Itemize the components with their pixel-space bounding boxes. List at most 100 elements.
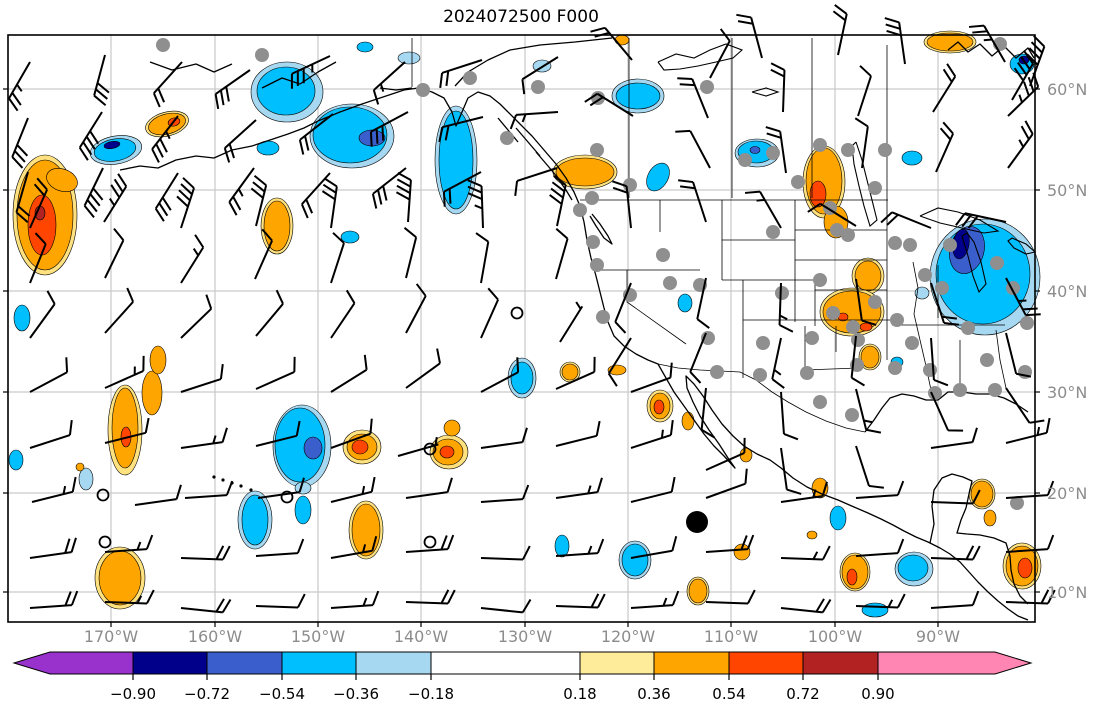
contour-fill: [351, 439, 369, 455]
wind-barb: [705, 534, 755, 553]
colorbar-segment: [132, 651, 208, 675]
colorbar-segment: [728, 651, 804, 675]
wind-barb: [780, 447, 802, 495]
coastline: [261, 61, 337, 89]
contour-fill: [829, 505, 847, 531]
station-dot: [663, 276, 677, 290]
wind-barb: [103, 173, 128, 223]
contour-fill: [312, 106, 388, 164]
contour-fill: [294, 495, 312, 525]
contour-fill: [340, 230, 360, 244]
wind-barb: [932, 63, 957, 113]
station-dot: [841, 143, 855, 157]
wind-barb: [11, 117, 29, 169]
wind-barb: [855, 593, 906, 609]
wind-barb: [480, 545, 531, 561]
coastline: [589, 213, 613, 245]
wind-barb: [439, 59, 483, 88]
colorbar-tick-label: −0.18: [408, 685, 454, 703]
wind-barb: [180, 427, 228, 449]
wind-barb: [405, 589, 456, 605]
colorbar-tick-label: 0.90: [861, 685, 894, 703]
contour-fill: [241, 494, 269, 546]
wind-barb: [509, 111, 559, 130]
wind-barb: [134, 484, 182, 506]
wind-barb: [765, 126, 787, 174]
wind-barb: [771, 337, 785, 389]
lon-tick-label: 150°W: [291, 627, 346, 646]
wind-barb: [778, 282, 794, 333]
wind-barb: [1005, 387, 1045, 424]
wind-barb: [480, 357, 520, 393]
contour-fill: [615, 82, 661, 110]
contour-fill: [926, 32, 974, 52]
contour-fill: [749, 146, 761, 154]
wind-barb: [29, 232, 47, 284]
wind-barb: [514, 167, 558, 196]
wind-barb: [78, 111, 103, 161]
colorbar-extend-left: [12, 651, 134, 675]
contour-fill: [561, 363, 579, 381]
colorbar-segment: [355, 651, 432, 675]
station-dot: [878, 143, 892, 157]
wind-barb: [467, 179, 484, 229]
station-dot: [868, 295, 882, 309]
wind-barb: [29, 537, 77, 559]
coastline: [317, 87, 509, 127]
contour-fill: [809, 180, 827, 208]
wind-barb: [184, 480, 234, 499]
contour-fill: [861, 602, 889, 618]
wind-barb: [372, 61, 406, 105]
wind-barb: [255, 289, 284, 337]
wind-barb: [1005, 534, 1055, 553]
wind-barb: [257, 477, 305, 499]
wind-barb: [705, 589, 756, 605]
lon-tick-label: 170°W: [84, 627, 139, 646]
station-dot: [596, 310, 610, 324]
wind-barb: [228, 167, 255, 216]
contour-fill: [554, 534, 570, 558]
wind-barb: [630, 420, 674, 449]
wind-barb: [250, 175, 268, 227]
wind-barb: [104, 417, 150, 444]
wind-barb: [371, 167, 407, 209]
wind-barb: [93, 54, 110, 106]
wind-barb: [330, 354, 368, 393]
calm-wind-circle: [96, 488, 110, 502]
station-dot: [738, 153, 752, 167]
coastline: [497, 117, 519, 143]
calm-wind-circle: [423, 535, 437, 549]
station-dot: [1010, 496, 1024, 510]
contour-fill: [8, 449, 24, 471]
station-dot: [845, 408, 859, 422]
contour-fill: [653, 399, 665, 415]
contour-fill: [677, 293, 693, 313]
wind-barb: [780, 545, 831, 561]
station-dot: [500, 131, 514, 145]
contour-fill: [98, 550, 142, 606]
wind-barb: [744, 190, 782, 229]
state-border: [626, 270, 687, 345]
station-dot: [846, 320, 860, 334]
wind-barb: [1005, 332, 1032, 378]
station-dot: [905, 336, 919, 350]
wind-barb: [705, 468, 748, 499]
wind-barb: [930, 427, 978, 449]
contour-fill: [646, 162, 670, 192]
station-dot: [590, 258, 604, 272]
wind-barb: [29, 357, 69, 393]
lat-tick-label: 20°N: [1047, 484, 1087, 503]
contour-fill: [397, 51, 421, 65]
contour-fill: [983, 509, 997, 527]
contour-fill: [805, 147, 843, 215]
station-dot: [756, 336, 770, 350]
map-frame: [7, 34, 1036, 623]
island-mark: [249, 488, 253, 492]
station-dot: [590, 143, 604, 157]
wind-barb: [935, 121, 954, 173]
wind-barb: [405, 283, 427, 334]
colorbar-tick-label: −0.72: [184, 685, 230, 703]
colorbar-tick-label: −0.54: [259, 685, 305, 703]
lat-tick-label: 10°N: [1047, 583, 1087, 602]
